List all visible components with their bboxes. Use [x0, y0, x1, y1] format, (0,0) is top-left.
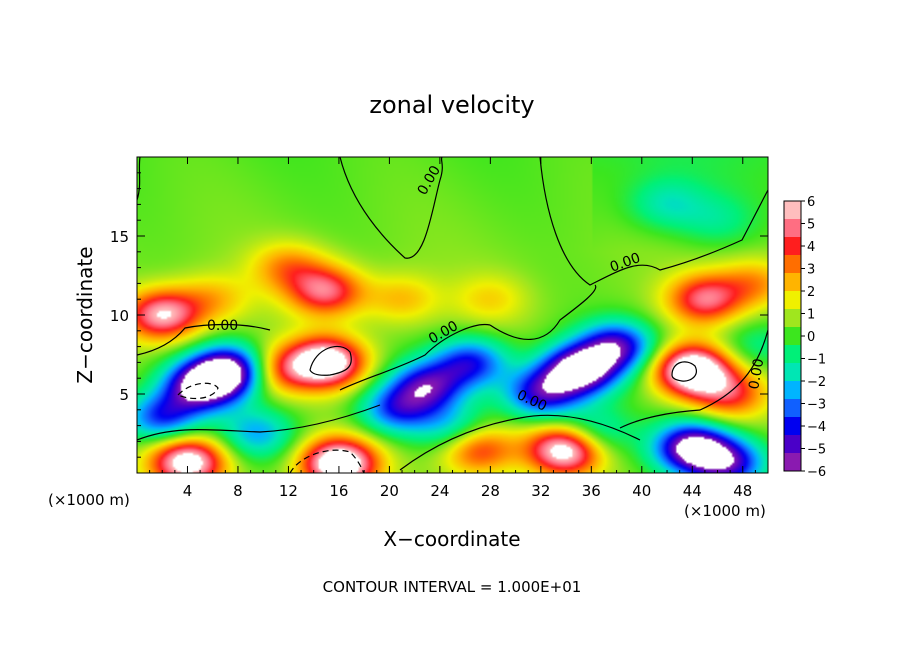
colorbar-swatch	[784, 219, 801, 238]
colorbar-swatch	[784, 399, 801, 418]
colorbar-swatch	[784, 255, 801, 274]
contour-zero-top-right	[539, 157, 768, 286]
contour-zero-mid-right	[339, 323, 491, 391]
y-tick-label: 10	[110, 307, 129, 325]
x-tick-label: 4	[183, 482, 193, 500]
x-tick-label: 24	[430, 482, 449, 500]
colorbar-swatch	[784, 291, 801, 310]
contour-zero-lower	[137, 404, 381, 441]
colorbar-tick-label: 5	[807, 218, 815, 233]
contour-zero-right	[619, 329, 768, 429]
x-axis-label: X−coordinate	[383, 527, 520, 551]
colorbar-tick-label: −1	[807, 353, 826, 368]
colorbar-tick-label: 4	[807, 240, 815, 255]
heatmap-image	[137, 157, 768, 473]
colorbar-swatch	[784, 309, 801, 328]
y-axis-label: Z−coordinate	[73, 246, 97, 383]
x-unit-right: (×1000 m)	[684, 502, 766, 520]
x-unit-left: (×1000 m)	[48, 491, 130, 509]
y-tick-label: 5	[119, 386, 129, 404]
x-tick-label: 20	[380, 482, 399, 500]
contour-label: 0.00	[207, 318, 238, 334]
colorbar-swatch	[784, 381, 801, 400]
colorbar-swatch	[784, 345, 801, 364]
colorbar-swatch	[784, 435, 801, 454]
colorbar-swatch	[784, 453, 801, 472]
colorbar-swatch	[784, 327, 801, 346]
x-tick-label: 40	[632, 482, 651, 500]
colorbar: 6 5 4 3 2 1 0 −1 −2 −3 −4 −5 −6	[783, 195, 826, 480]
colorbar-tick-label: −6	[807, 465, 826, 480]
colorbar-swatch	[784, 237, 801, 256]
colorbar-tick-label: −4	[807, 420, 826, 435]
x-tick-label: 8	[233, 482, 243, 500]
contour-zero-top	[339, 157, 443, 259]
chart-title: zonal velocity	[369, 91, 534, 119]
contour-zero-upper	[137, 157, 141, 201]
contour-lines	[137, 157, 768, 473]
colorbar-tick-label: −5	[807, 443, 826, 458]
y-tick-label: 15	[110, 228, 129, 246]
colorbar-tick-label: 6	[807, 195, 815, 210]
x-axis: 4 8 12 16 20 24 28 32 36 40 44 48	[149, 157, 756, 500]
colorbar-swatch	[784, 417, 801, 436]
x-tick-label: 16	[329, 482, 348, 500]
colorbar-tick-label: 0	[807, 330, 815, 345]
contour-positive-core	[309, 345, 352, 376]
contour-zero-center	[489, 284, 597, 340]
colorbar-tick-label: 1	[807, 308, 815, 323]
colorbar-tick-label: 3	[807, 263, 815, 278]
y-axis: 5 10 15	[110, 172, 768, 458]
contour-zero-mid	[137, 323, 271, 356]
colorbar-swatch	[784, 363, 801, 382]
x-tick-label: 44	[683, 482, 702, 500]
colorbar-swatch	[784, 273, 801, 292]
contour-negative-left	[176, 382, 219, 400]
colorbar-tick-label: −2	[807, 375, 826, 390]
x-tick-label: 32	[531, 482, 550, 500]
colorbar-tick-label: −3	[807, 398, 826, 413]
x-tick-label: 12	[279, 482, 298, 500]
contour-label: 0.00	[746, 357, 767, 390]
x-tick-label: 36	[582, 482, 601, 500]
x-tick-label: 28	[481, 482, 500, 500]
colorbar-swatch	[784, 201, 801, 220]
x-tick-label: 48	[733, 482, 752, 500]
contour-zero-bottom	[399, 414, 641, 471]
contour-interval-footer: CONTOUR INTERVAL = 1.000E+01	[323, 578, 582, 596]
colorbar-tick-label: 2	[807, 285, 815, 300]
contour-positive-right	[671, 361, 697, 382]
